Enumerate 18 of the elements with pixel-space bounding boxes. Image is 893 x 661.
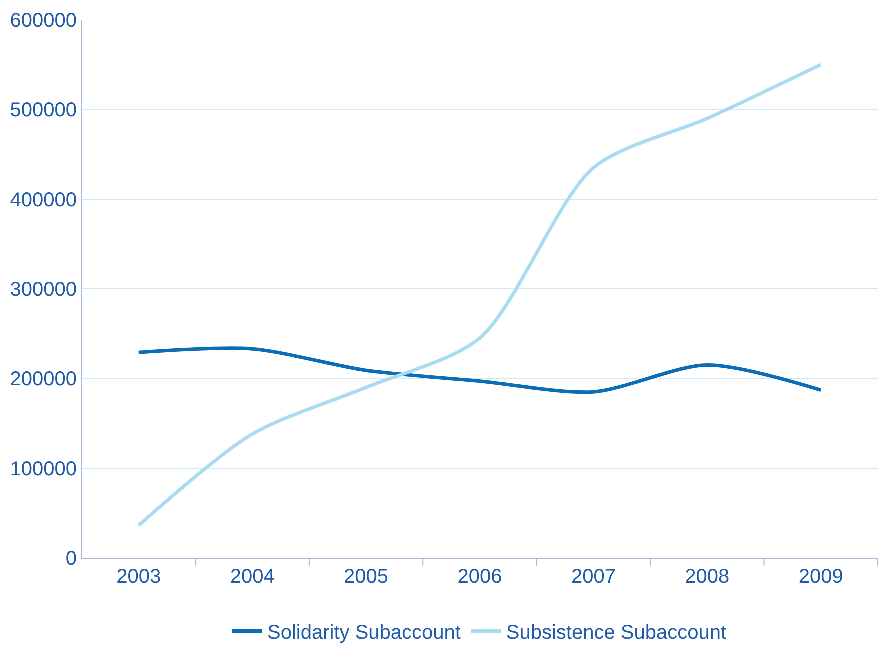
y-tick-label: 400000	[10, 189, 77, 212]
x-tick-label: 2003	[116, 566, 162, 588]
x-tick-label: 2004	[230, 566, 275, 588]
x-tick-label: 2007	[571, 566, 616, 588]
y-tick-label: 100000	[10, 458, 77, 480]
x-tick-label: 2009	[798, 566, 844, 588]
y-tick-label: 600000	[10, 10, 77, 32]
legend-label: Solidarity Subaccount	[268, 622, 462, 644]
y-tick-label: 0	[66, 548, 77, 570]
legend-label: Subsistence Subaccount	[506, 622, 727, 644]
y-tick-label: 500000	[10, 100, 77, 122]
line-series	[137, 63, 823, 528]
y-tick-label: 200000	[10, 368, 77, 391]
x-tick-label: 2005	[344, 566, 389, 588]
y-tick-label: 300000	[10, 279, 77, 301]
x-tick-label: 2006	[458, 566, 502, 588]
x-tick-label: 2008	[685, 566, 730, 588]
line-series	[137, 346, 823, 394]
